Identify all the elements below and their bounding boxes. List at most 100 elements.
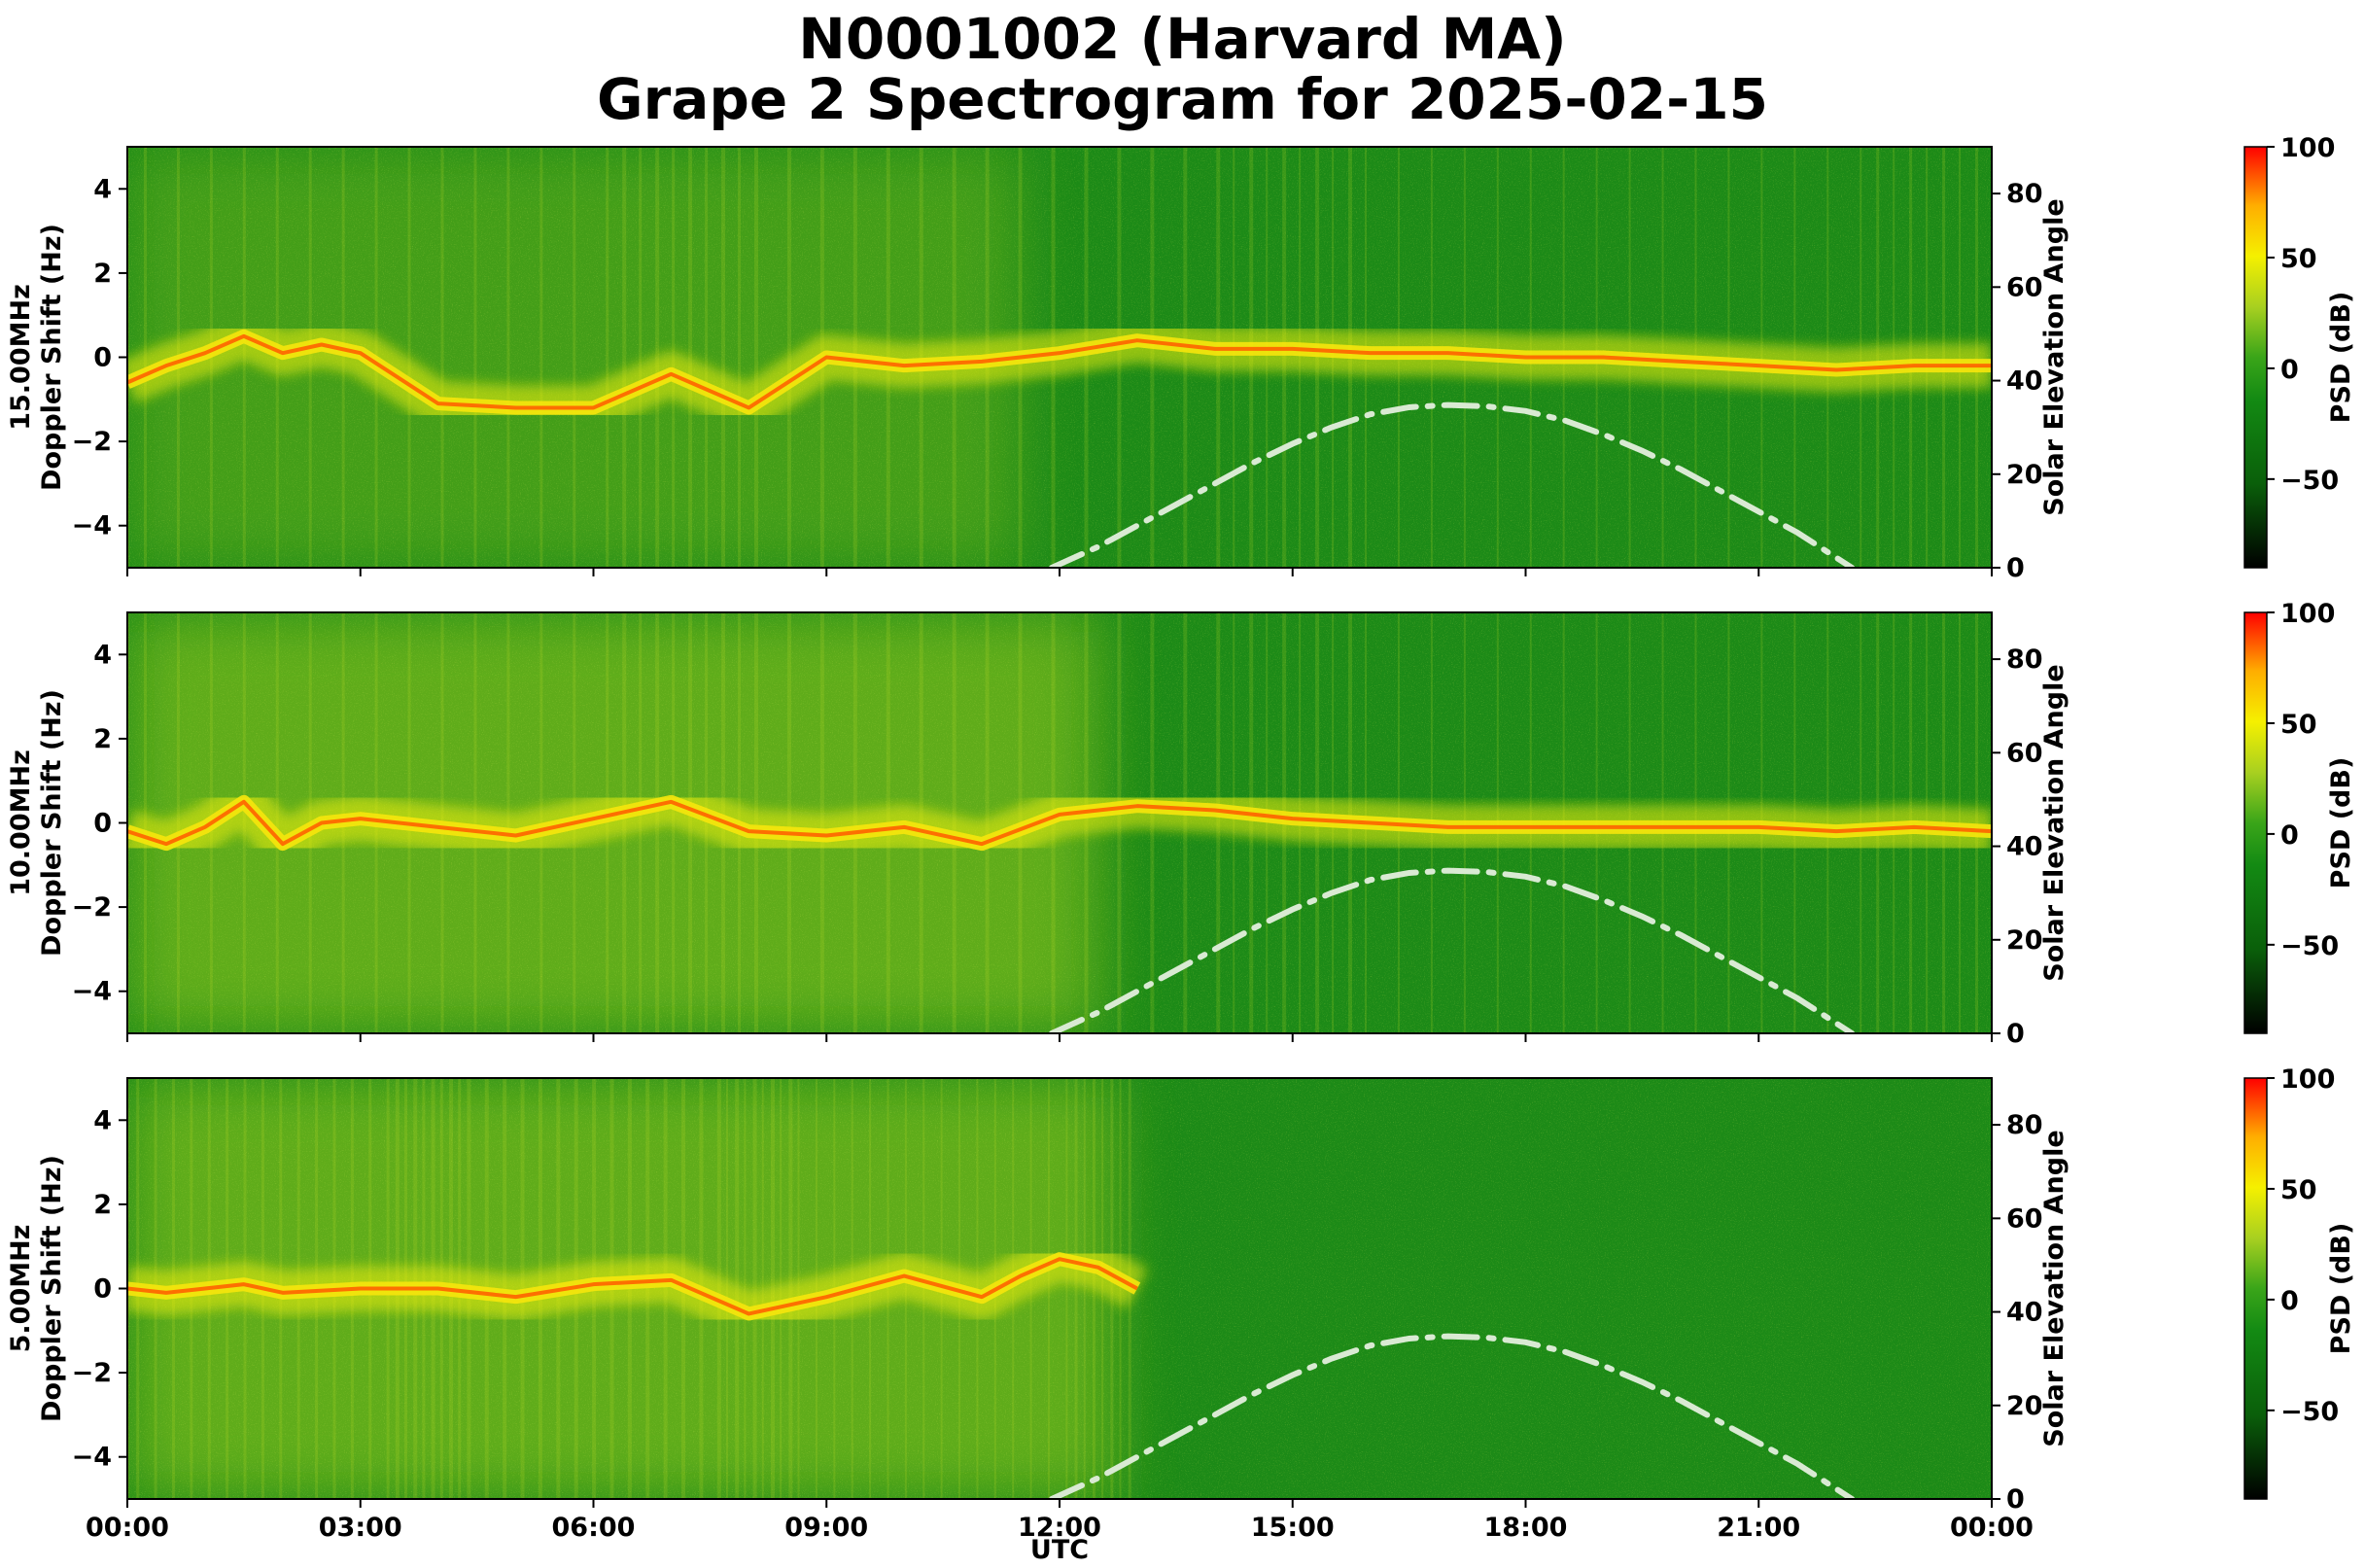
- panel-5-00mhz: 420−2−45.00MHz Doppler Shift (Hz)80604020…: [6, 1064, 2356, 1543]
- ytick-label: 2: [93, 724, 112, 754]
- doppler-trace-core: [127, 1257, 1138, 1316]
- interference-streak: [440, 147, 444, 568]
- xtick-label: 03:00: [319, 1513, 402, 1543]
- colorbar: 100 50 0 −50 PSD (dB): [2243, 133, 2356, 569]
- ytick-label: 0: [93, 809, 112, 839]
- colorbar-label: PSD (dB): [2326, 1223, 2356, 1355]
- right-ytick-label: 20: [2006, 1391, 2043, 1421]
- colorbar: 100 50 0 −50 PSD (dB): [2243, 599, 2356, 1034]
- right-ylabel: Solar Elevation Angle: [2039, 664, 2069, 981]
- ytick-label: 2: [93, 259, 112, 289]
- colorbar-gradient: [2243, 1077, 2268, 1500]
- colorbar-gradient: [2243, 146, 2268, 569]
- colorbar-tick-label: 100: [2280, 133, 2335, 163]
- ytick-label: 4: [93, 640, 112, 670]
- colorbar-tick-label: −50: [2280, 931, 2339, 961]
- colorbar-tick-label: 50: [2280, 244, 2317, 274]
- colorbar-tick-label: 100: [2280, 599, 2335, 629]
- interference-streak: [752, 1078, 757, 1499]
- ylabel-frequency: 5.00MHz: [6, 1225, 36, 1353]
- colorbar: 100 50 0 −50 PSD (dB): [2243, 1064, 2356, 1500]
- colorbar-label: PSD (dB): [2326, 292, 2356, 424]
- right-ytick-label: 80: [2006, 645, 2043, 675]
- right-ytick-label: 0: [2006, 1484, 2025, 1515]
- interference-streak: [753, 147, 758, 568]
- spectrogram-area: [127, 612, 1992, 1033]
- right-ytick-label: 80: [2006, 179, 2043, 209]
- right-ytick-label: 80: [2006, 1110, 2043, 1140]
- interference-streak: [639, 147, 643, 568]
- ytick-label: 0: [93, 1274, 112, 1305]
- right-ytick-label: 40: [2006, 1298, 2043, 1328]
- interference-streak: [622, 147, 627, 568]
- solar-elevation-curve: [1049, 401, 1856, 568]
- colorbar-tick-label: 100: [2280, 1064, 2335, 1095]
- xtick-label: 06:00: [552, 1513, 636, 1543]
- ytick-label: 4: [93, 1105, 112, 1135]
- colorbar-gradient: [2243, 611, 2268, 1034]
- interference-streak: [738, 147, 742, 568]
- xtick-label: 00:00: [86, 1513, 169, 1543]
- interference-streak: [1074, 1078, 1078, 1499]
- doppler-trace-core: [127, 333, 1992, 410]
- panel-15-00mhz: 420−2−415.00MHz Doppler Shift (Hz)8060402…: [6, 133, 2356, 583]
- interference-streak: [473, 147, 477, 568]
- right-ytick-label: 20: [2006, 460, 2043, 490]
- right-ytick-label: 60: [2006, 738, 2043, 768]
- right-ytick-label: 60: [2006, 1203, 2043, 1234]
- colorbar-tick-label: 50: [2280, 710, 2317, 740]
- interference-streak: [506, 147, 510, 568]
- xtick-label: 18:00: [1484, 1513, 1568, 1543]
- ylabel-frequency: 15.00MHz: [6, 284, 36, 431]
- colorbar-tick-label: 50: [2280, 1175, 2317, 1205]
- xtick-label: 09:00: [784, 1513, 868, 1543]
- interference-streak: [407, 147, 411, 568]
- figure-title-line1: N0001002 (Harvard MA): [798, 6, 1567, 72]
- interference-streak: [721, 147, 726, 568]
- ytick-label: −2: [72, 892, 112, 923]
- xlabel: UTC: [1030, 1535, 1089, 1565]
- ytick-label: −2: [72, 1358, 112, 1388]
- interference-streak: [688, 147, 693, 568]
- colorbar-label: PSD (dB): [2326, 757, 2356, 889]
- interference-streak: [705, 147, 709, 568]
- right-ytick-label: 40: [2006, 832, 2043, 862]
- doppler-trace-core: [127, 799, 1992, 847]
- interference-streak: [1083, 1078, 1086, 1499]
- solar-elevation-curve: [1049, 1333, 1856, 1499]
- colorbar-tick-label: −50: [2280, 466, 2339, 496]
- ylabel-doppler: Doppler Shift (Hz): [37, 689, 67, 957]
- xtick-label: 12:00: [1018, 1513, 1101, 1543]
- ytick-label: −4: [72, 511, 112, 541]
- colorbar-tick-label: 0: [2280, 820, 2299, 851]
- panel-10-00mhz: 420−2−410.00MHz Doppler Shift (Hz)8060402…: [6, 599, 2356, 1049]
- ytick-label: 4: [93, 174, 112, 204]
- ytick-label: −2: [72, 427, 112, 457]
- solar-elevation-curve: [1049, 867, 1856, 1033]
- colorbar-tick-label: −50: [2280, 1397, 2339, 1427]
- xtick-label: 15:00: [1251, 1513, 1335, 1543]
- interference-streak: [1047, 1078, 1050, 1499]
- ytick-label: 0: [93, 343, 112, 373]
- right-ylabel: Solar Elevation Angle: [2039, 1130, 2069, 1446]
- right-ytick-label: 40: [2006, 366, 2043, 397]
- right-ytick-label: 20: [2006, 925, 2043, 956]
- figure-title-line2: Grape 2 Spectrogram for 2025-02-15: [597, 66, 1768, 132]
- ylabel-doppler: Doppler Shift (Hz): [37, 1155, 67, 1422]
- ylabel-frequency: 10.00MHz: [6, 749, 36, 896]
- ytick-label: −4: [72, 1443, 112, 1473]
- ytick-label: 2: [93, 1190, 112, 1220]
- spectrogram-area: [127, 147, 1992, 568]
- xtick-label: 21:00: [1717, 1513, 1800, 1543]
- interference-streak: [1065, 1078, 1068, 1499]
- xtick-label: 00:00: [1950, 1513, 2034, 1543]
- ytick-label: −4: [72, 977, 112, 1007]
- interference-streak: [539, 147, 543, 568]
- right-ytick-label: 0: [2006, 1019, 2025, 1049]
- right-ylabel: Solar Elevation Angle: [2039, 198, 2069, 515]
- right-ytick-label: 0: [2006, 553, 2025, 583]
- interference-streak: [606, 147, 609, 568]
- interference-streak: [573, 147, 576, 568]
- colorbar-tick-label: 0: [2280, 1286, 2299, 1316]
